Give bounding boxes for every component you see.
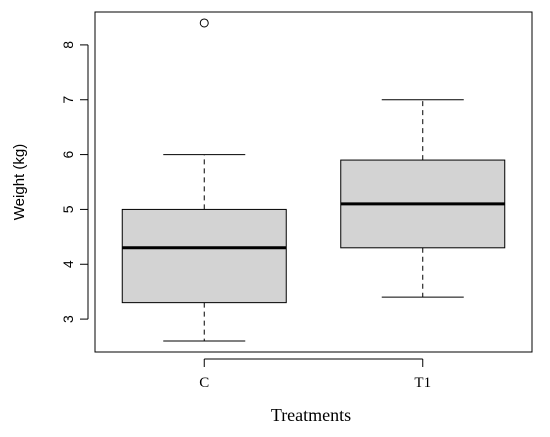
boxes <box>121 18 506 342</box>
x-tick-label: C <box>199 375 209 391</box>
y-tick-label: 3 <box>60 315 76 323</box>
x-tick-label: T1 <box>414 375 431 391</box>
y-tick-label: 5 <box>60 205 76 213</box>
x-axis: C T1 <box>199 358 431 391</box>
x-axis-label: Treatments <box>271 405 351 425</box>
box-T1 <box>340 99 506 298</box>
box-C <box>121 18 287 342</box>
y-axis-label: Weight (kg) <box>11 144 28 220</box>
outlier-point <box>199 18 209 28</box>
y-axis: 3 4 5 6 7 8 <box>60 41 89 323</box>
y-tick-label: 4 <box>60 260 76 268</box>
y-tick-label: 7 <box>60 96 76 104</box>
iqr-box <box>121 208 287 304</box>
plot-frame <box>94 11 533 353</box>
y-tick-label: 6 <box>60 150 76 158</box>
y-tick-label: 8 <box>60 41 76 49</box>
